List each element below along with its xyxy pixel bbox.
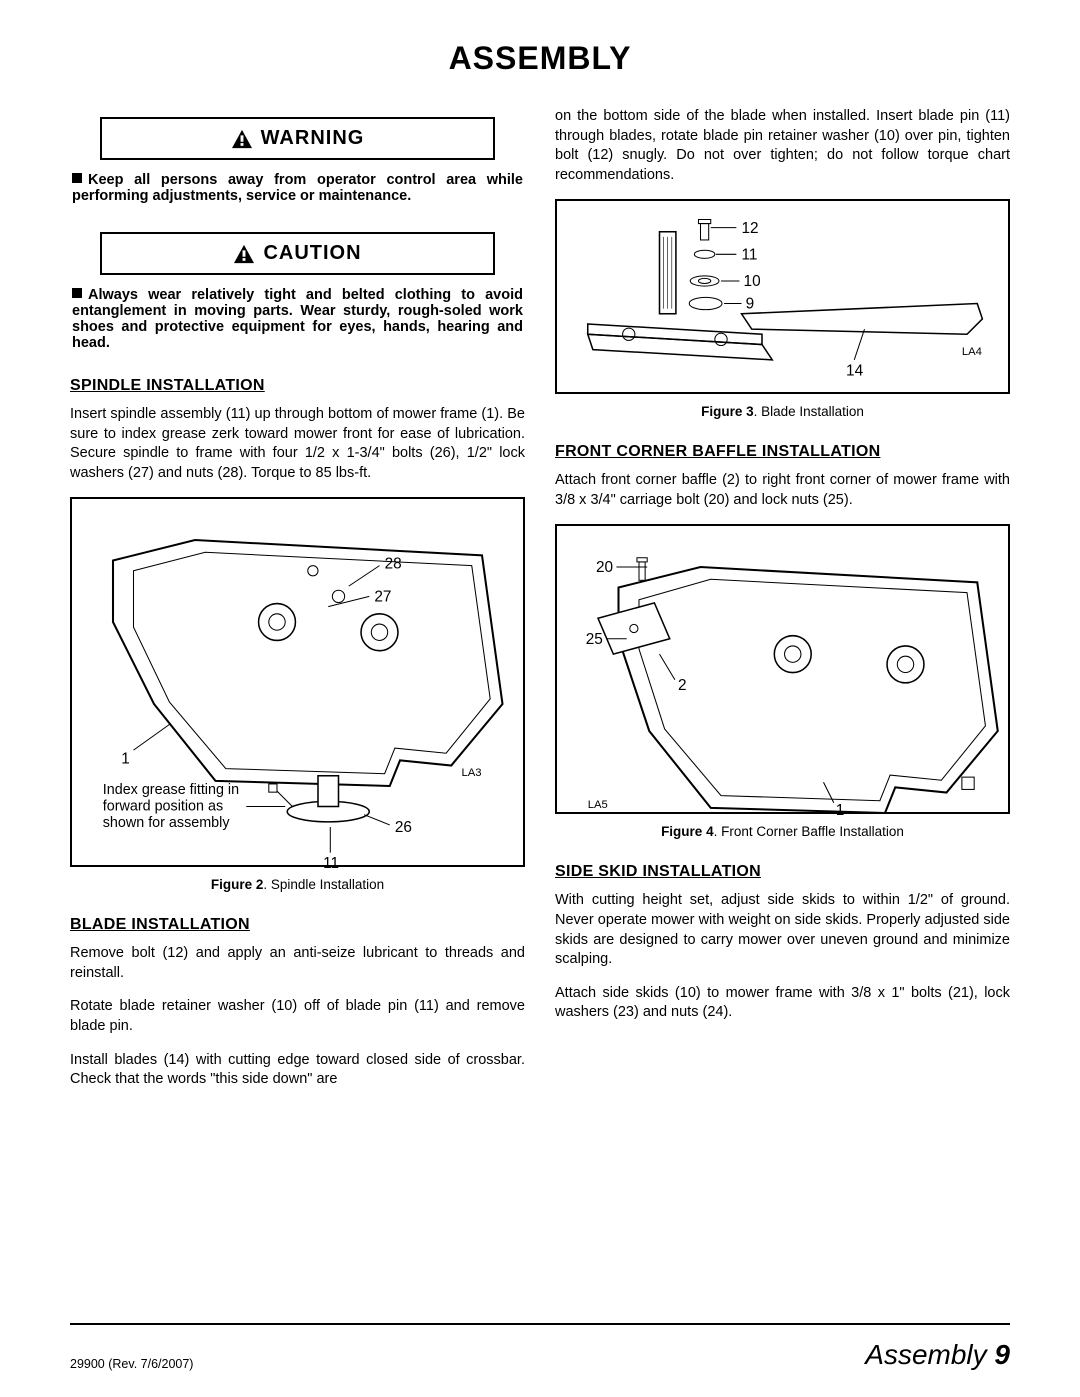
callout-10: 10 — [744, 273, 761, 290]
figure-2-caption: Figure 2. Spindle Installation — [70, 877, 525, 892]
figure-3-caption: Figure 3. Blade Installation — [555, 404, 1010, 419]
page-title: ASSEMBLY — [70, 40, 1010, 77]
right-column: on the bottom side of the blade when ins… — [555, 107, 1010, 1104]
baffle-heading: FRONT CORNER BAFFLE INSTALLATION — [555, 443, 1010, 461]
fig2-note-1: Index grease fitting in — [103, 782, 239, 798]
figure-2-diagram: 28 27 1 26 11 Index grease fitting in — [72, 499, 523, 878]
warning-body: Keep all persons away from operator cont… — [70, 172, 525, 204]
caution-body: Always wear relatively tight and belted … — [70, 287, 525, 351]
figure-2-box: 28 27 1 26 11 Index grease fitting in — [70, 497, 525, 867]
callout-27: 27 — [374, 589, 391, 606]
callout-14: 14 — [846, 363, 864, 380]
blade-heading: BLADE INSTALLATION — [70, 916, 525, 934]
spindle-body: Insert spindle assembly (11) up through … — [70, 405, 525, 483]
fig2-note-3: shown for assembly — [103, 815, 231, 831]
callout-2: 2 — [678, 677, 687, 694]
callout-20: 20 — [596, 560, 613, 577]
caution-box: CAUTION — [100, 232, 495, 275]
spindle-heading: SPINDLE INSTALLATION — [70, 377, 525, 395]
callout-11b: 11 — [742, 247, 758, 264]
left-column: WARNING Keep all persons away from opera… — [70, 107, 525, 1104]
blade-cont: on the bottom side of the blade when ins… — [555, 107, 1010, 185]
skid-p1: With cutting height set, adjust side ski… — [555, 891, 1010, 969]
figure-4-diagram: 20 25 2 1 LA5 — [557, 526, 1008, 823]
callout-12: 12 — [742, 220, 759, 237]
page-footer: 29900 (Rev. 7/6/2007) Assembly 9 — [70, 1323, 1010, 1371]
figure-4-box: 20 25 2 1 LA5 — [555, 524, 1010, 814]
footer-page-label: Assembly 9 — [865, 1339, 1010, 1371]
callout-28: 28 — [385, 556, 402, 573]
blade-p1: Remove bolt (12) and apply an anti-seize… — [70, 944, 525, 983]
callout-26: 26 — [395, 819, 412, 836]
caution-label: CAUTION — [263, 242, 361, 265]
figure-3-box: 12 11 10 9 14 LA4 — [555, 199, 1010, 394]
figure-3-diagram: 12 11 10 9 14 LA4 — [557, 201, 1008, 401]
skid-p2: Attach side skids (10) to mower frame wi… — [555, 984, 1010, 1023]
callout-1b: 1 — [836, 802, 845, 819]
fig2-code: LA3 — [462, 767, 482, 779]
baffle-body: Attach front corner baffle (2) to right … — [555, 471, 1010, 510]
callout-11: 11 — [323, 855, 339, 872]
fig2-note-2: forward position as — [103, 799, 223, 815]
footer-doc-rev: 29900 (Rev. 7/6/2007) — [70, 1357, 193, 1371]
blade-p3: Install blades (14) with cutting edge to… — [70, 1051, 525, 1090]
skid-heading: SIDE SKID INSTALLATION — [555, 863, 1010, 881]
fig4-code: LA5 — [588, 799, 608, 811]
warning-box: WARNING — [100, 117, 495, 160]
blade-p2: Rotate blade retainer washer (10) off of… — [70, 997, 525, 1036]
warning-triangle-icon — [231, 129, 253, 149]
callout-1: 1 — [121, 751, 130, 768]
warning-label: WARNING — [261, 127, 365, 150]
fig3-code: LA4 — [962, 346, 982, 358]
callout-25: 25 — [586, 631, 603, 648]
callout-9: 9 — [746, 296, 755, 313]
caution-triangle-icon — [233, 244, 255, 264]
content-columns: WARNING Keep all persons away from opera… — [70, 107, 1010, 1104]
figure-4-caption: Figure 4. Front Corner Baffle Installati… — [555, 824, 1010, 839]
